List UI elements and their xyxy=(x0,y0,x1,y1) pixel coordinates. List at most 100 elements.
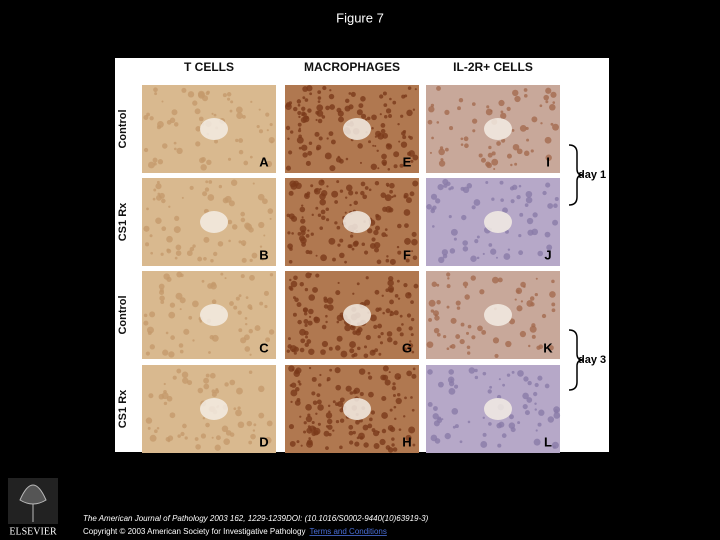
cell-stain xyxy=(379,438,386,446)
cell-stain xyxy=(506,373,511,377)
cell-stain xyxy=(374,225,381,231)
cell-stain xyxy=(385,206,392,213)
cell-stain xyxy=(290,280,298,288)
cell-stain xyxy=(159,288,164,293)
cell-stain xyxy=(311,213,314,217)
cell-stain xyxy=(384,379,391,386)
cell-stain xyxy=(214,389,220,394)
cell-stain xyxy=(145,242,150,247)
cell-stain xyxy=(479,289,485,295)
cell-stain xyxy=(305,249,310,255)
cell-stain xyxy=(254,325,261,332)
cell-stain xyxy=(298,127,301,130)
cell-stain xyxy=(309,92,313,96)
cell-stain xyxy=(551,308,556,313)
terms-link[interactable]: Terms and Conditions xyxy=(309,527,386,536)
cell-stain xyxy=(385,234,388,237)
cell-stain xyxy=(511,370,515,374)
cell-stain xyxy=(337,400,344,407)
cell-stain xyxy=(145,417,153,424)
cell-stain xyxy=(210,259,214,263)
cell-stain xyxy=(158,192,165,199)
cell-stain xyxy=(401,131,406,136)
cell-stain xyxy=(205,91,210,96)
row-label: CS1 Rx xyxy=(117,389,129,428)
cell-stain xyxy=(402,135,407,140)
cell-stain xyxy=(248,328,253,334)
vessel xyxy=(484,304,512,326)
cell-stain xyxy=(246,420,253,427)
cell-stain xyxy=(530,149,534,153)
cell-stain xyxy=(510,163,513,167)
cell-stain xyxy=(296,136,304,144)
cell-stain xyxy=(374,135,377,138)
cell-stain xyxy=(446,347,450,351)
cell-stain xyxy=(249,155,253,159)
cell-stain xyxy=(385,308,391,314)
cell-stain xyxy=(244,322,248,326)
cell-stain xyxy=(353,352,358,357)
cell-stain xyxy=(502,207,508,214)
cell-stain xyxy=(244,346,251,352)
cell-stain xyxy=(354,441,360,447)
cell-stain xyxy=(290,389,298,397)
cell-stain xyxy=(305,335,308,339)
cell-stain xyxy=(409,191,415,197)
cell-stain xyxy=(325,105,330,111)
cell-stain xyxy=(336,314,344,322)
cell-stain xyxy=(217,241,224,247)
cell-stain xyxy=(465,331,470,335)
cell-stain xyxy=(200,164,207,171)
cell-stain xyxy=(467,324,472,329)
cell-stain xyxy=(240,274,245,279)
cell-stain xyxy=(168,311,176,319)
cell-stain xyxy=(252,182,255,185)
cell-stain xyxy=(506,106,511,111)
cell-stain xyxy=(501,433,507,438)
cell-stain xyxy=(408,426,416,434)
cell-stain xyxy=(299,282,304,287)
vessel xyxy=(343,398,371,420)
cell-stain xyxy=(149,344,155,350)
cell-stain xyxy=(372,144,375,147)
cell-stain xyxy=(344,211,347,214)
cell-stain xyxy=(384,194,392,202)
cell-stain xyxy=(171,109,178,116)
cell-stain xyxy=(235,138,239,143)
cell-stain xyxy=(413,283,419,289)
cell-stain xyxy=(550,91,557,98)
vessel xyxy=(343,118,371,140)
cell-stain xyxy=(369,417,373,422)
cell-stain xyxy=(344,196,348,199)
cell-stain xyxy=(235,106,243,114)
cell-stain xyxy=(368,375,373,380)
cell-stain xyxy=(339,397,345,403)
cell-stain xyxy=(263,234,266,237)
row-label: Control xyxy=(117,109,129,148)
cell-stain xyxy=(169,412,176,419)
citation: The American Journal of Pathology 2003 1… xyxy=(83,514,429,523)
cell-stain xyxy=(411,408,415,412)
cell-stain xyxy=(432,413,439,420)
cell-stain xyxy=(319,187,322,191)
cell-stain xyxy=(245,296,249,300)
cell-stain xyxy=(292,296,296,300)
cell-stain xyxy=(459,338,465,345)
vessel xyxy=(200,118,228,140)
cell-stain xyxy=(482,432,487,437)
cell-stain xyxy=(410,333,414,337)
cell-stain xyxy=(203,256,207,261)
panel-letter: K xyxy=(543,340,553,355)
cell-stain xyxy=(382,311,385,315)
cell-stain xyxy=(325,412,333,419)
cell-stain xyxy=(321,179,324,183)
cell-stain xyxy=(522,392,529,400)
cell-stain xyxy=(328,237,336,245)
cell-stain xyxy=(350,91,356,97)
cell-stain xyxy=(369,242,376,249)
cell-stain xyxy=(500,198,504,202)
cell-stain xyxy=(306,439,313,446)
cell-stain xyxy=(315,206,319,210)
cell-stain xyxy=(187,380,193,386)
cell-stain xyxy=(402,347,408,352)
